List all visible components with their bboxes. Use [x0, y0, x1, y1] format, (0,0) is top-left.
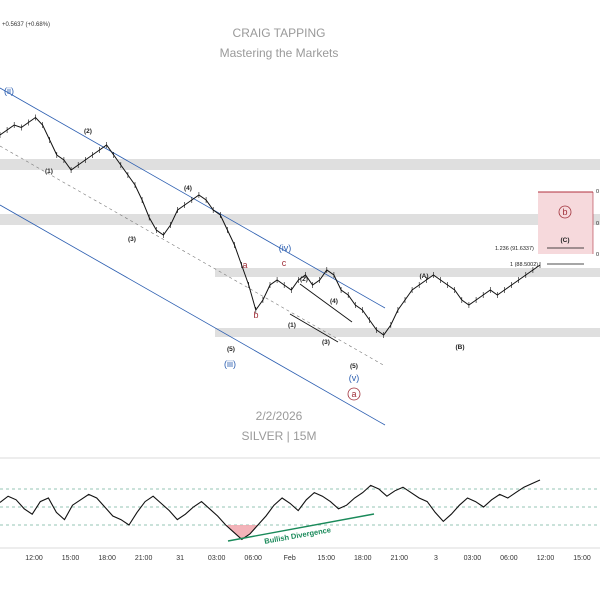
wedge-upper: [299, 283, 353, 323]
right-edge-label-1: 0: [596, 189, 599, 195]
wave-label-5: (5): [227, 346, 235, 353]
oscillator-levels: [0, 488, 600, 526]
oscillator-line: [0, 479, 541, 541]
x-tick-label-5: 03:00: [208, 555, 226, 562]
wave-label-v: (v): [349, 373, 360, 383]
wave-label-circled-b: b: [562, 207, 567, 217]
x-tick-label-12: 03:00: [464, 555, 482, 562]
zone-low: [215, 328, 600, 337]
wave-label-b: b: [253, 310, 258, 320]
wave-label-4: (4): [184, 185, 192, 192]
wave-label-iii: (iii): [224, 359, 236, 369]
subtitle-watermark: Mastering the Markets: [220, 46, 339, 60]
x-tick-label-15: 15:00: [573, 555, 591, 562]
x-tick-label-4: 31: [176, 555, 184, 562]
wave-label-sub3: (3): [322, 339, 330, 346]
wave-label-sub2: (2): [300, 276, 308, 283]
zones: [0, 159, 600, 337]
x-axis: 12:00 15:00 18:00 21:00 31 03:00 06:00 Feb 15:00…: [0, 547, 600, 562]
right-edge-labels: 0 0 0: [596, 189, 599, 258]
price-line: [0, 116, 541, 336]
channel-mid: [0, 145, 386, 367]
wave-circle-b: [558, 205, 572, 219]
oscillator-series: [0, 479, 541, 541]
fib-levels: 1.236 (91.6337) 1 (88.5002): [495, 246, 584, 268]
oscillator-pane: Bullish Divergence: [0, 457, 600, 546]
oversold-fill: [225, 525, 258, 540]
wave-label-a: a: [242, 260, 247, 270]
x-tick-label-6: 06:00: [244, 555, 262, 562]
wave-labels: (ii) (1) (2) (3) (4) (5) (iii) a b c (iv…: [4, 86, 572, 401]
wave-label-iv: (iv): [279, 243, 292, 253]
target-zone: [538, 192, 593, 254]
channel-upper: [0, 87, 386, 309]
wave-label-A: (A): [419, 273, 428, 280]
zone-mid: [215, 268, 600, 277]
zone-top: [0, 159, 600, 170]
wave-label-1: (1): [45, 168, 53, 175]
x-tick-label-9: 18:00: [354, 555, 372, 562]
trend-channel: [0, 87, 386, 426]
wave-label-sub5: (5): [350, 363, 358, 370]
wave-label-c: c: [282, 258, 287, 268]
fib-label-1236: 1.236 (91.6337): [495, 246, 534, 252]
x-tick-label-3: 21:00: [135, 555, 153, 562]
wave-circle-a: [347, 387, 361, 401]
wave-label-circled-a: a: [351, 389, 356, 399]
author-watermark: CRAIG TAPPING: [233, 26, 326, 40]
x-tick-label-11: 3: [434, 555, 438, 562]
channel-lower: [0, 204, 386, 426]
wave-label-sub1: (1): [288, 322, 296, 329]
zone-mid-upper: [0, 214, 600, 225]
x-tick-label-1: 15:00: [62, 555, 80, 562]
instrument-watermark: SILVER | 15M: [242, 429, 317, 443]
wave-label-sub4: (4): [330, 298, 338, 305]
wave-label-ii: (ii): [4, 86, 14, 96]
right-edge-label-3: 0: [596, 252, 599, 258]
x-tick-label-14: 12:00: [537, 555, 555, 562]
wave-label-B: (B): [455, 344, 464, 351]
wedge-lower: [289, 313, 339, 343]
divergence-line: [227, 513, 375, 542]
wave-label-2: (2): [84, 128, 92, 135]
price-change-readout: +0.5637 (+0.68%): [2, 22, 51, 28]
x-tick-label-2: 18:00: [98, 555, 116, 562]
x-tick-label-10: 21:00: [391, 555, 409, 562]
x-tick-label-13: 06:00: [500, 555, 518, 562]
wave-label-C: (C): [560, 237, 569, 244]
fib-label-1: 1 (88.5002): [510, 262, 538, 268]
right-edge-label-2: 0: [596, 221, 599, 227]
wave-label-3: (3): [128, 236, 136, 243]
date-watermark: 2/2/2026: [256, 409, 303, 423]
x-tick-label-8: 15:00: [318, 555, 336, 562]
x-tick-label-7: Feb: [284, 555, 296, 562]
x-tick-label-0: 12:00: [25, 555, 43, 562]
price-series: [0, 114, 541, 338]
